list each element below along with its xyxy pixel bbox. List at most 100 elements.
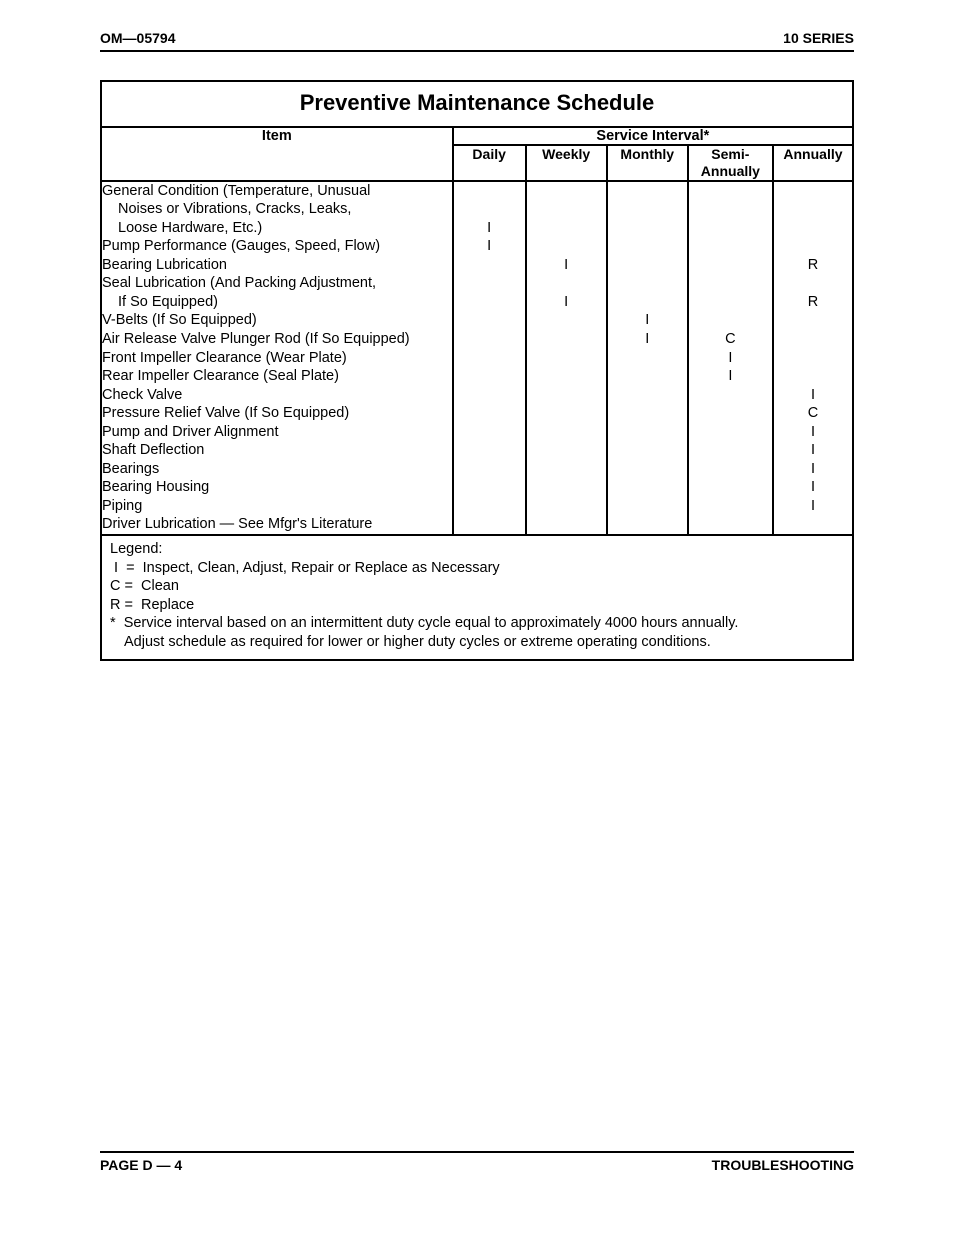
mark: I <box>454 219 525 238</box>
mark <box>774 182 852 201</box>
service-interval-header: Service Interval* <box>453 128 852 145</box>
mark <box>454 423 525 442</box>
daily-cell: II <box>453 181 526 535</box>
maintenance-table: Preventive Maintenance Schedule Item Ser… <box>100 80 854 661</box>
mark <box>454 515 525 534</box>
mark <box>689 182 772 201</box>
mark <box>527 460 606 479</box>
item-line: Driver Lubrication — See Mfgr's Literatu… <box>102 515 452 534</box>
mark <box>774 515 852 534</box>
mark <box>608 256 687 275</box>
mark <box>608 367 687 386</box>
mark <box>608 441 687 460</box>
mark <box>608 293 687 312</box>
annual-cell: R R ICIIIII <box>773 181 852 535</box>
footer-right: TROUBLESHOOTING <box>712 1157 854 1173</box>
mark <box>454 182 525 201</box>
mark <box>774 311 852 330</box>
mark <box>527 441 606 460</box>
mark: C <box>689 330 772 349</box>
col-weekly: Weekly <box>526 145 607 181</box>
mark <box>689 293 772 312</box>
mark <box>689 219 772 238</box>
legend: Legend: I = Inspect, Clean, Adjust, Repa… <box>102 536 852 659</box>
mark <box>454 367 525 386</box>
item-line: Pump Performance (Gauges, Speed, Flow) <box>102 237 452 256</box>
table-title: Preventive Maintenance Schedule <box>102 82 852 128</box>
mark: I <box>774 497 852 516</box>
item-line: If So Equipped) <box>102 293 452 312</box>
mark: I <box>454 237 525 256</box>
mark <box>689 460 772 479</box>
mark <box>689 386 772 405</box>
item-line: Seal Lubrication (And Packing Adjustment… <box>102 274 452 293</box>
mark <box>608 478 687 497</box>
item-line: General Condition (Temperature, Unusual <box>102 182 452 201</box>
mark <box>608 349 687 368</box>
mark <box>454 460 525 479</box>
item-line: Pump and Driver Alignment <box>102 423 452 442</box>
mark <box>527 274 606 293</box>
mark: I <box>774 423 852 442</box>
item-line: Pressure Relief Valve (If So Equipped) <box>102 404 452 423</box>
mark <box>689 256 772 275</box>
legend-title: Legend: <box>110 540 844 559</box>
body-row: General Condition (Temperature, UnusualN… <box>102 181 852 535</box>
mark <box>527 330 606 349</box>
header-left: OM—05794 <box>100 30 175 46</box>
mark: I <box>774 460 852 479</box>
schedule-table: Item Service Interval* Daily Weekly Mont… <box>102 128 852 536</box>
semi-cell: CII <box>688 181 773 535</box>
mark: R <box>774 256 852 275</box>
item-line: Noises or Vibrations, Cracks, Leaks, <box>102 200 452 219</box>
page: OM—05794 10 SERIES Preventive Maintenanc… <box>0 0 954 1203</box>
mark <box>527 367 606 386</box>
item-line: Check Valve <box>102 386 452 405</box>
mark <box>774 200 852 219</box>
page-footer: PAGE D — 4 TROUBLESHOOTING <box>100 1151 854 1173</box>
mark <box>527 182 606 201</box>
mark <box>527 219 606 238</box>
mark <box>608 200 687 219</box>
mark: I <box>608 330 687 349</box>
mark: I <box>608 311 687 330</box>
legend-r: R = Replace <box>110 596 844 615</box>
mark <box>774 274 852 293</box>
mark <box>689 200 772 219</box>
item-line: Bearing Housing <box>102 478 452 497</box>
mark <box>774 237 852 256</box>
mark <box>774 349 852 368</box>
item-line: Bearings <box>102 460 452 479</box>
mark <box>689 404 772 423</box>
mark <box>527 404 606 423</box>
weekly-cell: I I <box>526 181 607 535</box>
mark <box>454 293 525 312</box>
mark <box>608 404 687 423</box>
mark <box>454 386 525 405</box>
mark <box>527 349 606 368</box>
mark <box>527 311 606 330</box>
item-line: Bearing Lubrication <box>102 256 452 275</box>
mark <box>774 219 852 238</box>
mark <box>608 219 687 238</box>
mark <box>689 515 772 534</box>
mark <box>454 404 525 423</box>
items-cell: General Condition (Temperature, UnusualN… <box>102 181 453 535</box>
mark <box>774 330 852 349</box>
mark <box>689 423 772 442</box>
monthly-cell: II <box>607 181 688 535</box>
mark <box>689 478 772 497</box>
mark <box>608 460 687 479</box>
item-line: Shaft Deflection <box>102 441 452 460</box>
mark <box>689 497 772 516</box>
mark <box>454 200 525 219</box>
item-line: Loose Hardware, Etc.) <box>102 219 452 238</box>
mark: I <box>527 293 606 312</box>
mark <box>608 182 687 201</box>
col-monthly: Monthly <box>607 145 688 181</box>
mark <box>689 274 772 293</box>
mark <box>608 237 687 256</box>
item-header: Item <box>102 128 453 181</box>
mark <box>608 386 687 405</box>
mark <box>454 441 525 460</box>
